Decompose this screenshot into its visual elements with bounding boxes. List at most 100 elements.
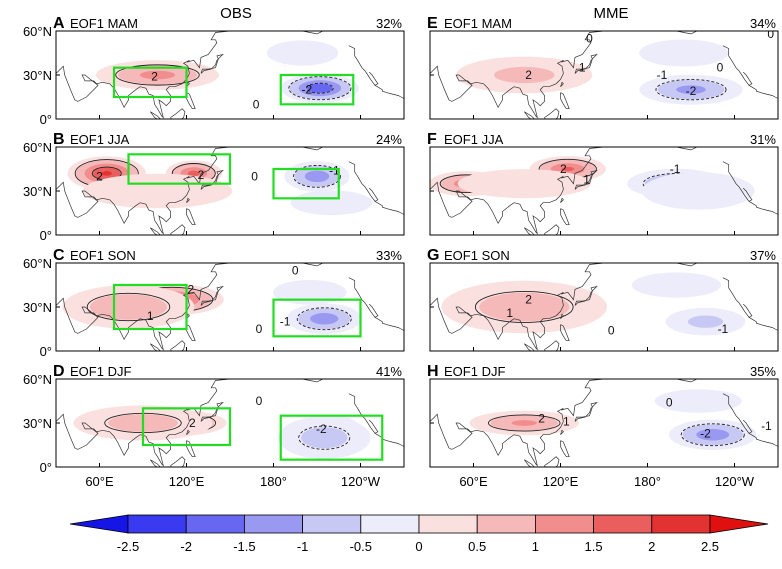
coastline (544, 224, 560, 235)
region-box (272, 298, 362, 338)
panel-f: 2 -1 1 F EOF1 JJA 31% (427, 131, 779, 236)
y-tick-label: 60°N (23, 24, 52, 39)
y-tick-label: 60°N (23, 256, 52, 271)
anomaly-feature (290, 190, 373, 216)
anomaly-feature (457, 169, 591, 199)
colorbar-swatch (476, 514, 536, 534)
x-tick-label: 180° (634, 474, 661, 489)
colorbar-tick-label: -2 (180, 539, 192, 554)
coastline (348, 161, 404, 215)
contour-label: -2 (700, 426, 711, 440)
panel-letter: B (53, 131, 65, 148)
coastline (150, 111, 161, 119)
coastline (348, 45, 404, 99)
panel-b: 2 2 -1 0 B EOF1 JJA 24% 60°N 30°N 0° (23, 131, 405, 243)
coastline (302, 31, 323, 35)
coastline (560, 324, 570, 342)
coastline (200, 401, 224, 422)
contour-label: 1 (583, 172, 590, 186)
map-area: 0 2 1 -1 -2 0 0 (430, 31, 778, 119)
y-tick-label: 30°N (23, 68, 52, 83)
coastline (676, 147, 697, 151)
coastline (560, 429, 564, 435)
region-box (112, 66, 188, 99)
coastline (430, 379, 605, 467)
panel-title: EOF1 DJF (444, 364, 505, 379)
coastline (544, 108, 560, 119)
coastline (574, 53, 598, 74)
anomaly-feature (641, 172, 755, 210)
coastline (524, 459, 535, 467)
x-tick-label: 60°E (459, 474, 488, 489)
colorbar-tick-label: -1 (297, 539, 309, 554)
coastline (150, 227, 161, 235)
coastline (676, 263, 697, 267)
coastline (574, 169, 598, 190)
colorbar-tick-label: 1.5 (585, 539, 603, 554)
coastline (430, 263, 605, 351)
coastline (430, 147, 605, 235)
anomaly-feature (286, 303, 362, 334)
panel-d: 2 -2 0 D EOF1 DJF 41% 60°N 30°N 0° (23, 363, 405, 475)
x-tick-label: 120°W (341, 474, 381, 489)
coastline (560, 208, 570, 226)
coastline (200, 53, 224, 74)
coastline (574, 401, 598, 422)
contour-label: 1 (579, 61, 586, 75)
contour-band (82, 173, 233, 209)
contour-band (511, 420, 537, 426)
coastline (574, 285, 598, 306)
longitude-axis: 60°E 120°E 180° 120°W 60°E 120°E 180° 120°W (85, 474, 754, 489)
coastline (368, 71, 379, 86)
coastline (560, 440, 570, 458)
panel-title: EOF1 SON (70, 248, 136, 263)
coastline (742, 71, 753, 86)
contour-line (298, 425, 351, 450)
map-area: 2 2 -1 0 (56, 147, 404, 235)
coastline (170, 456, 186, 467)
coastline (368, 187, 379, 202)
anomaly-feature (639, 74, 743, 105)
colorbar-swatch (127, 514, 187, 534)
coastline (348, 277, 404, 331)
coastline (368, 303, 379, 318)
anomaly-feature (469, 410, 579, 436)
region-box (127, 153, 232, 185)
contour-band (272, 279, 347, 305)
contour-line (488, 414, 561, 432)
x-tick-label: 120°E (543, 474, 579, 489)
anomaly-feature (665, 307, 746, 336)
contour-line (293, 164, 341, 188)
contour-line (86, 292, 171, 322)
contour-band (687, 315, 724, 328)
anomaly-feature (62, 285, 195, 329)
map-area: 2 1 0 -1 -2 (430, 379, 778, 467)
coastline (150, 343, 161, 351)
colorbar-tick-label: -2.5 (117, 539, 139, 554)
coastline (722, 393, 778, 447)
coastline (170, 108, 186, 119)
contour-band (310, 313, 339, 325)
explained-variance: 33% (376, 248, 402, 263)
colorbar-tick-label: 2 (648, 539, 655, 554)
coastline (742, 419, 753, 434)
contour-line (680, 423, 745, 447)
anomaly-feature (631, 272, 722, 298)
colorbar: -2.5 -2 -1.5 -1 -0.5 0 0.5 1 1.5 2 2.5 (69, 514, 769, 554)
contour-label: 1 (506, 306, 513, 320)
coastline (170, 340, 186, 351)
colorbar-tick-label: -1.5 (233, 539, 255, 554)
coastline (348, 393, 404, 447)
coastline (56, 263, 231, 351)
contour-label: -1 (761, 419, 772, 433)
contour-line (296, 307, 352, 331)
coastline (524, 227, 535, 235)
column-title-obs: OBS (220, 5, 252, 22)
map-area: 2 -1 0 1 (430, 263, 778, 351)
panel-e: 0 2 1 -1 -2 0 0 E EOF1 MAM 34% (427, 15, 779, 120)
colorbar-tick-label: 1 (532, 539, 539, 554)
y-tick-label: 60°N (23, 372, 52, 387)
panel-title: EOF1 JJA (70, 132, 130, 147)
contour-label: -2 (316, 422, 327, 436)
